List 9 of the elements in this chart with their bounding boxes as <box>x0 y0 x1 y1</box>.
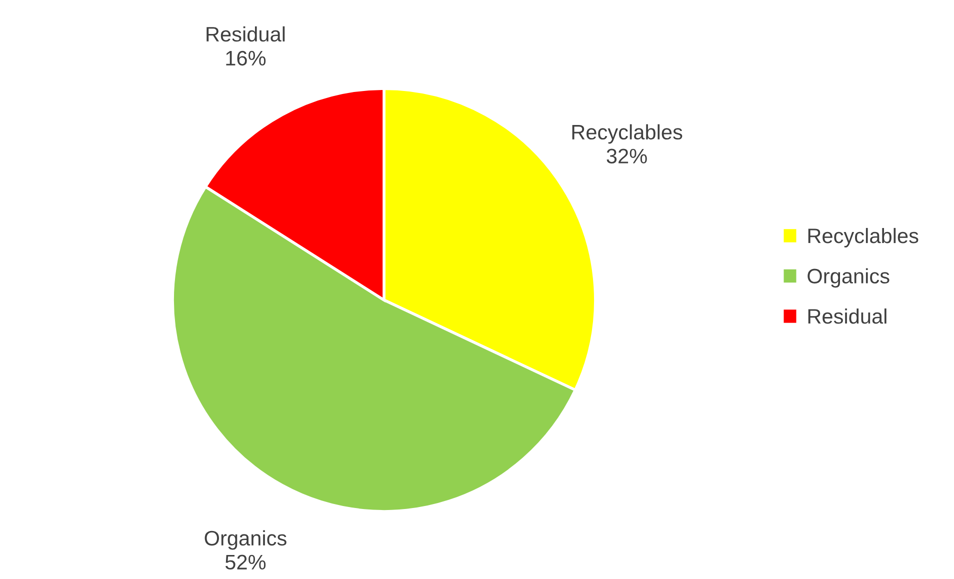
data-label: 32% <box>606 148 647 164</box>
legend-label: Organics <box>808 268 890 288</box>
slice-label: Organics <box>204 530 286 550</box>
data-label: 16% <box>226 50 266 66</box>
legend-label: Recyclables <box>808 228 918 248</box>
slice-label: Recyclables <box>572 124 682 144</box>
data-label: 52% <box>225 554 266 570</box>
slice-label: Residual <box>206 26 285 42</box>
legend-label: Residual <box>808 308 886 324</box>
